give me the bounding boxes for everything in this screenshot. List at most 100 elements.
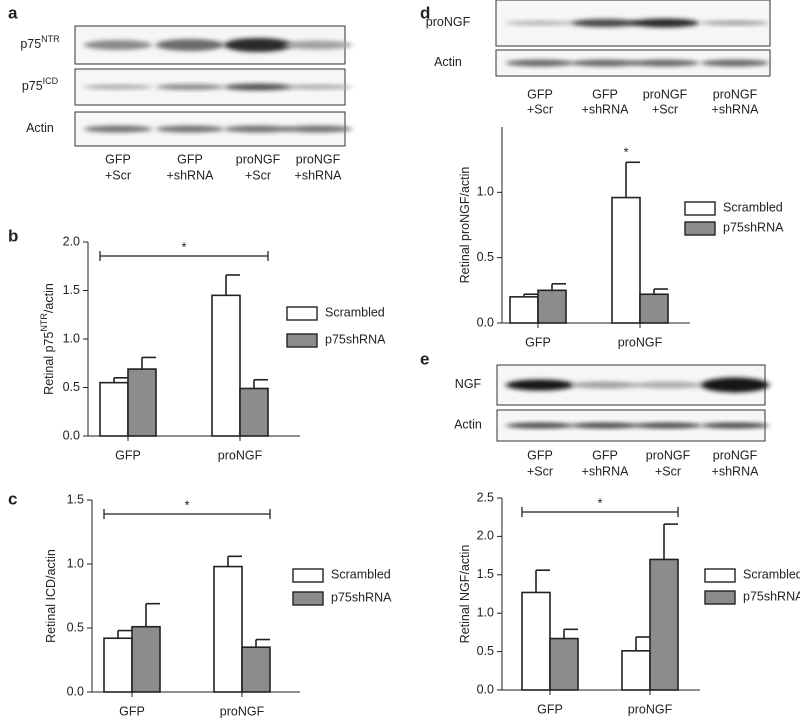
y-tick-label: 0.0 (67, 684, 84, 698)
lane-label: proNGF (646, 448, 691, 462)
x-tick-label: GFP (119, 704, 145, 718)
blot-row-label-part: Actin (26, 121, 54, 135)
bar (239, 387, 269, 437)
bar (211, 294, 241, 437)
lane-label: +shRNA (582, 102, 630, 116)
lane-label: +shRNA (582, 464, 630, 478)
lane-label: proNGF (713, 448, 758, 462)
legend-label: Scrambled (743, 567, 800, 581)
blot-band (634, 381, 702, 389)
y-axis-title-part: /actin (42, 283, 56, 313)
significance-star: * (185, 498, 190, 512)
blot-band (156, 84, 224, 90)
blot-row-label: NGF (455, 377, 482, 391)
lane-label: +shRNA (712, 102, 760, 116)
blot-band (84, 125, 152, 133)
blot-band (84, 40, 152, 50)
y-tick-label: 1.0 (63, 331, 80, 345)
y-tick-label: 1.0 (477, 185, 494, 199)
y-axis-title-part: NTR (39, 313, 49, 332)
significance-star: * (624, 146, 629, 160)
blot-band (631, 59, 699, 67)
bar (213, 565, 243, 693)
bar (549, 637, 579, 691)
y-tick-label: 0.0 (63, 428, 80, 442)
y-tick-label: 1.0 (477, 605, 494, 619)
y-tick-label: 0.5 (63, 380, 80, 394)
legend-swatch (704, 568, 736, 583)
y-axis-title: Retinal proNGF/actin (458, 167, 472, 284)
panel-letter: d (420, 3, 430, 22)
blot-band (701, 20, 769, 26)
blot-band (506, 422, 574, 429)
bar (649, 558, 679, 691)
blot-band (506, 379, 574, 391)
y-axis-title: Retinal NGF/actin (458, 545, 472, 644)
blot-band (156, 39, 224, 51)
blot-row-label-part: Actin (454, 418, 482, 432)
legend-label: Scrambled (325, 305, 385, 319)
legend-label: p75shRNA (723, 220, 784, 234)
x-tick-label: proNGF (618, 335, 663, 349)
x-tick-label: proNGF (220, 704, 265, 718)
lane-label: proNGF (643, 87, 688, 101)
y-tick-label: 2.0 (477, 529, 494, 543)
legend-label: Scrambled (331, 567, 391, 581)
lane-label: GFP (592, 87, 618, 101)
blot-band (571, 19, 639, 27)
x-tick-label: GFP (525, 335, 551, 349)
blot-band (224, 125, 292, 133)
bar (99, 381, 129, 437)
bar (103, 637, 133, 693)
blot-row-label-part: NGF (455, 377, 482, 391)
blot-band (84, 84, 152, 90)
y-axis-title-part: Retinal NGF/actin (458, 545, 472, 644)
panel-letter: b (8, 226, 18, 245)
blot-row-label: p75NTR (20, 34, 60, 51)
lane-label: +shRNA (167, 168, 215, 182)
panel-letter: a (8, 3, 18, 22)
bar (241, 646, 271, 693)
blot-row-label-part: p75 (22, 79, 43, 93)
lane-label: proNGF (236, 152, 281, 166)
legend-label: p75shRNA (743, 589, 800, 603)
legend-swatch (684, 201, 716, 216)
blot-band (284, 40, 352, 50)
y-tick-label: 1.5 (477, 567, 494, 581)
lane-label: proNGF (296, 152, 341, 166)
y-tick-label: 1.5 (67, 492, 84, 506)
bar (537, 289, 567, 324)
x-tick-label: proNGF (628, 702, 673, 716)
legend-label: p75shRNA (331, 590, 392, 604)
blot-row-label: p75ICD (22, 76, 59, 93)
blot-row-label: Actin (434, 55, 462, 69)
blot-row-label-part: p75 (20, 37, 41, 51)
legend-swatch (684, 221, 716, 236)
y-axis-title-part: Retinal proNGF/actin (458, 167, 472, 284)
blot-row-label: Actin (26, 121, 54, 135)
lane-label: +Scr (652, 102, 678, 116)
blot-band (506, 59, 574, 67)
legend-swatch (704, 590, 736, 605)
blot-band (571, 422, 639, 429)
blot-band (701, 377, 769, 393)
blot-row-label-part: proNGF (426, 15, 471, 29)
y-axis-title: Retinal ICD/actin (44, 549, 58, 643)
lane-label: GFP (105, 152, 131, 166)
significance-star: * (598, 496, 603, 510)
lane-label: +Scr (527, 464, 553, 478)
legend-swatch (286, 306, 318, 321)
x-tick-label: GFP (115, 448, 141, 462)
blot-band (224, 83, 292, 91)
blot-band (156, 125, 224, 133)
y-axis-title-part: Retinal p75 (42, 332, 56, 395)
blot-row-label-part: ICD (43, 76, 59, 86)
lane-label: +Scr (245, 168, 271, 182)
bar (127, 368, 157, 437)
lane-label: +Scr (105, 168, 131, 182)
blot-band (701, 422, 769, 429)
y-axis-title: Retinal p75NTR/actin (39, 283, 56, 395)
blot-band (284, 84, 352, 90)
blot-band (506, 20, 574, 26)
